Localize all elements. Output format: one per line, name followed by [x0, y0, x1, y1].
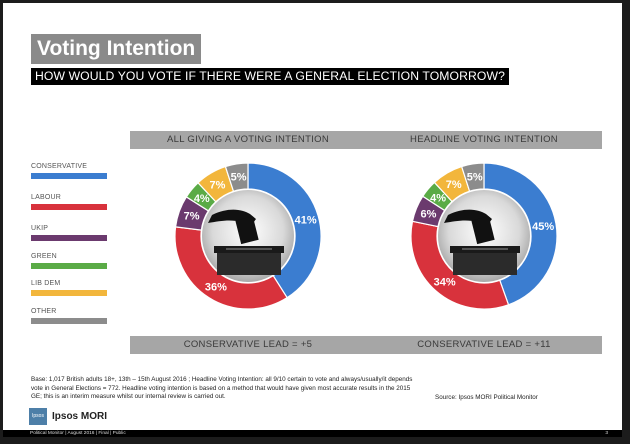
donut-data-label: 7% [184, 211, 200, 223]
base-footnote: Base: 1,017 British adults 18+, 13th – 1… [31, 376, 413, 401]
donut-data-label: 36% [205, 282, 227, 294]
chart1-lead: CONSERVATIVE LEAD = +5 [130, 336, 366, 354]
donut-slice [247, 162, 322, 299]
donut-data-label: 7% [210, 179, 226, 191]
donut-data-label: 41% [295, 214, 317, 226]
page-number: 3 [605, 431, 608, 436]
donut-data-label: 4% [194, 193, 210, 205]
donut-data-label: 5% [231, 172, 247, 184]
ipsos-logo-icon: Ipsos [29, 408, 47, 425]
chart2-title: HEADLINE VOTING INTENTION [366, 131, 602, 149]
legend-label: CONSERVATIVE [31, 163, 88, 170]
donut-slice [460, 162, 485, 193]
legend-swatch [31, 204, 107, 210]
donut-data-label: 5% [467, 172, 483, 184]
legend-swatch [31, 173, 107, 179]
donut-slice [174, 226, 288, 310]
legend-label: OTHER [31, 308, 57, 315]
legend-label: LABOUR [31, 194, 61, 201]
legend-item: OTHER [31, 308, 111, 324]
chart1-title: ALL GIVING A VOTING INTENTION [130, 131, 366, 149]
slide: Voting Intention HOW WOULD YOU VOTE IF T… [3, 3, 622, 437]
ballot-box-icon [444, 209, 520, 275]
legend-swatch [31, 290, 107, 296]
chart2-lead: CONSERVATIVE LEAD = +11 [366, 336, 602, 354]
bottom-bar-text: Political Monitor | August 2016 | Final … [30, 431, 126, 436]
donut-data-label: 6% [421, 208, 437, 220]
donut-slice [483, 162, 558, 306]
legend-label: UKIP [31, 225, 49, 232]
chart2-donut: 45% 34% 6% 4%7% 5% [410, 162, 558, 310]
ballot-box-icon [208, 209, 284, 275]
donut-data-label: 7% [446, 179, 462, 191]
slide-title: Voting Intention [31, 34, 202, 64]
legend-swatch [31, 263, 107, 269]
legend-item: GREEN [31, 253, 111, 269]
legend-item: LABOUR [31, 194, 111, 210]
bottom-bar: Political Monitor | August 2016 | Final … [3, 430, 622, 437]
legend-label: LIB DEM [31, 280, 61, 287]
question-banner: HOW WOULD YOU VOTE IF THERE WERE A GENER… [31, 68, 509, 85]
legend-item: CONSERVATIVE [31, 163, 111, 179]
legend-label: GREEN [31, 253, 57, 260]
legend-item: UKIP [31, 225, 111, 241]
source-note: Source: Ipsos MORI Political Monitor [435, 394, 538, 401]
logo-text: Ipsos MORI [52, 411, 108, 422]
legend-item: LIB DEM [31, 280, 111, 296]
chart1-donut: 41%36%7%4%7%5% [174, 162, 322, 310]
legend-swatch [31, 318, 107, 324]
donut-data-label: 4% [430, 192, 446, 204]
donut-slice [224, 162, 249, 193]
donut-data-label: 34% [434, 276, 456, 288]
donut-data-label: 45% [532, 221, 554, 233]
legend-swatch [31, 235, 107, 241]
